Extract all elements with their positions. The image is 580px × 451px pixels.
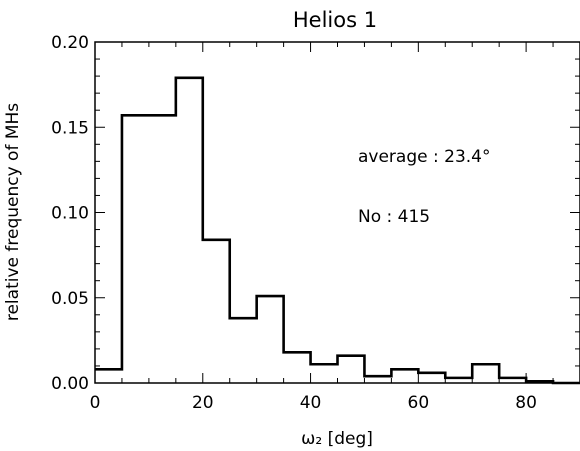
y-tick-label: 0.15: [51, 118, 89, 138]
y-tick-label: 0.00: [51, 374, 89, 394]
chart-title: Helios 1: [293, 8, 377, 32]
y-tick-label: 0.20: [51, 33, 89, 53]
average-annotation: average : 23.4°: [358, 147, 490, 167]
x-tick-label: 60: [408, 393, 430, 413]
y-tick-label: 0.05: [51, 289, 89, 309]
x-tick-label: 0: [90, 393, 101, 413]
x-axis-label: ω₂ [deg]: [301, 429, 373, 449]
tick-labels: 0 20 40 60 80 0.00 0.05 0.10 0.15 0.20: [51, 33, 537, 413]
x-tick-label: 80: [515, 393, 537, 413]
count-annotation: No : 415: [358, 207, 430, 227]
y-tick-label: 0.10: [51, 204, 89, 224]
plot-frame: [94, 41, 580, 384]
y-axis-label: relative frequency of MHs: [3, 103, 23, 321]
axis-ticks: [94, 41, 580, 384]
x-tick-label: 20: [192, 393, 214, 413]
histogram-series: [95, 76, 580, 385]
x-tick-label: 40: [300, 393, 322, 413]
